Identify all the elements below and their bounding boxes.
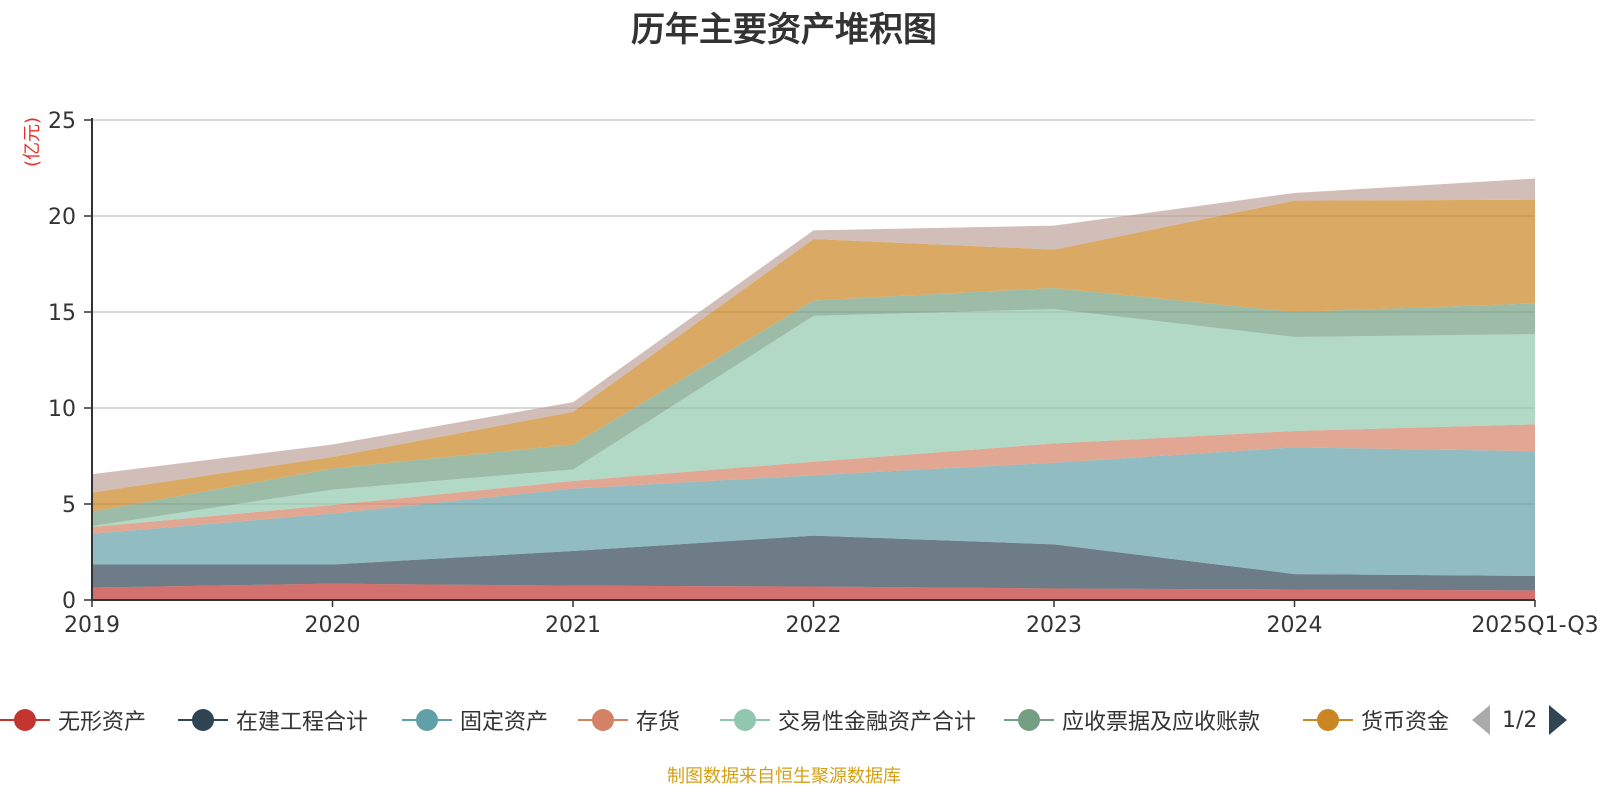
legend-marker-icon <box>1303 702 1353 738</box>
legend-item[interactable]: 固定资产 <box>402 702 548 738</box>
legend-item[interactable]: 无形资产 <box>0 702 146 738</box>
legend-label: 存货 <box>636 710 681 735</box>
area-交易性金融资产合计[interactable] <box>92 309 1535 528</box>
legend-marker-icon <box>578 702 628 738</box>
legend-label: 无形资产 <box>58 710 147 735</box>
x-tick-label: 2022 <box>786 613 842 638</box>
area-固定资产[interactable] <box>92 447 1535 576</box>
area-无形资产[interactable] <box>92 583 1535 600</box>
x-tick-label: 2025Q1-Q3 <box>1471 613 1598 638</box>
area-存货[interactable] <box>92 424 1535 534</box>
legend-item[interactable]: 交易性金融资产合计 <box>720 702 976 738</box>
y-tick-label: 5 <box>62 493 76 518</box>
y-axis-ticks: 0 5 10 15 20 25 <box>48 109 92 614</box>
y-tick-label: 15 <box>48 301 76 326</box>
legend-label: 固定资产 <box>460 710 549 735</box>
legend-marker-icon <box>402 702 452 738</box>
legend-label: 应收票据及应收账款 <box>1062 710 1261 735</box>
chart-title: 历年主要资产堆积图 <box>631 10 937 50</box>
legend-label: 交易性金融资产合计 <box>778 710 977 735</box>
x-tick-label: 2023 <box>1026 613 1082 638</box>
legend-item[interactable]: 货币资金 <box>1303 702 1449 738</box>
area-其他[interactable] <box>92 178 1535 493</box>
y-tick-label: 0 <box>62 589 76 614</box>
x-tick-label: 2020 <box>305 613 361 638</box>
legend-next-page-icon[interactable] <box>1549 705 1568 735</box>
x-tick-label: 2024 <box>1267 613 1323 638</box>
legend-item[interactable]: 应收票据及应收账款 <box>1004 702 1260 738</box>
legend-label: 货币资金 <box>1361 710 1450 735</box>
chart-area: 0 5 10 15 20 25 2019 2020 2021 2022 2023 2024 2025Q… <box>22 109 1599 638</box>
legend-label: 在建工程合计 <box>236 710 369 735</box>
x-axis-ticks: 2019 2020 2021 2022 2023 2024 2025Q1-Q3 <box>64 600 1599 638</box>
y-tick-label: 20 <box>48 205 76 230</box>
legend-pager: 1/2 <box>1472 700 1568 740</box>
y-tick-label: 25 <box>48 109 76 134</box>
legend-marker-icon <box>0 702 50 738</box>
area-应收票据及应收账款[interactable] <box>92 288 1535 527</box>
y-axis-label: (亿元) <box>22 117 43 167</box>
area-货币资金[interactable] <box>92 199 1535 512</box>
legend-page-indicator: 1/2 <box>1502 707 1538 733</box>
x-tick-label: 2021 <box>545 613 601 638</box>
legend-marker-icon <box>720 702 770 738</box>
y-tick-label: 10 <box>48 397 76 422</box>
data-source-footer: 制图数据来自恒生聚源数据库 <box>667 766 901 787</box>
legend-prev-page-icon[interactable] <box>1472 705 1490 735</box>
area-在建工程合计[interactable] <box>92 535 1535 591</box>
area-series <box>92 178 1535 600</box>
legend: 无形资产 在建工程合计 固定资产 存货 交易性金融资产合计 应收票据及应收账款 货币资金 <box>0 702 1600 738</box>
legend-item[interactable]: 在建工程合计 <box>178 702 368 738</box>
legend-item[interactable]: 存货 <box>578 702 680 738</box>
legend-marker-icon <box>1004 702 1054 738</box>
legend-marker-icon <box>178 702 228 738</box>
x-tick-label: 2019 <box>64 613 120 638</box>
